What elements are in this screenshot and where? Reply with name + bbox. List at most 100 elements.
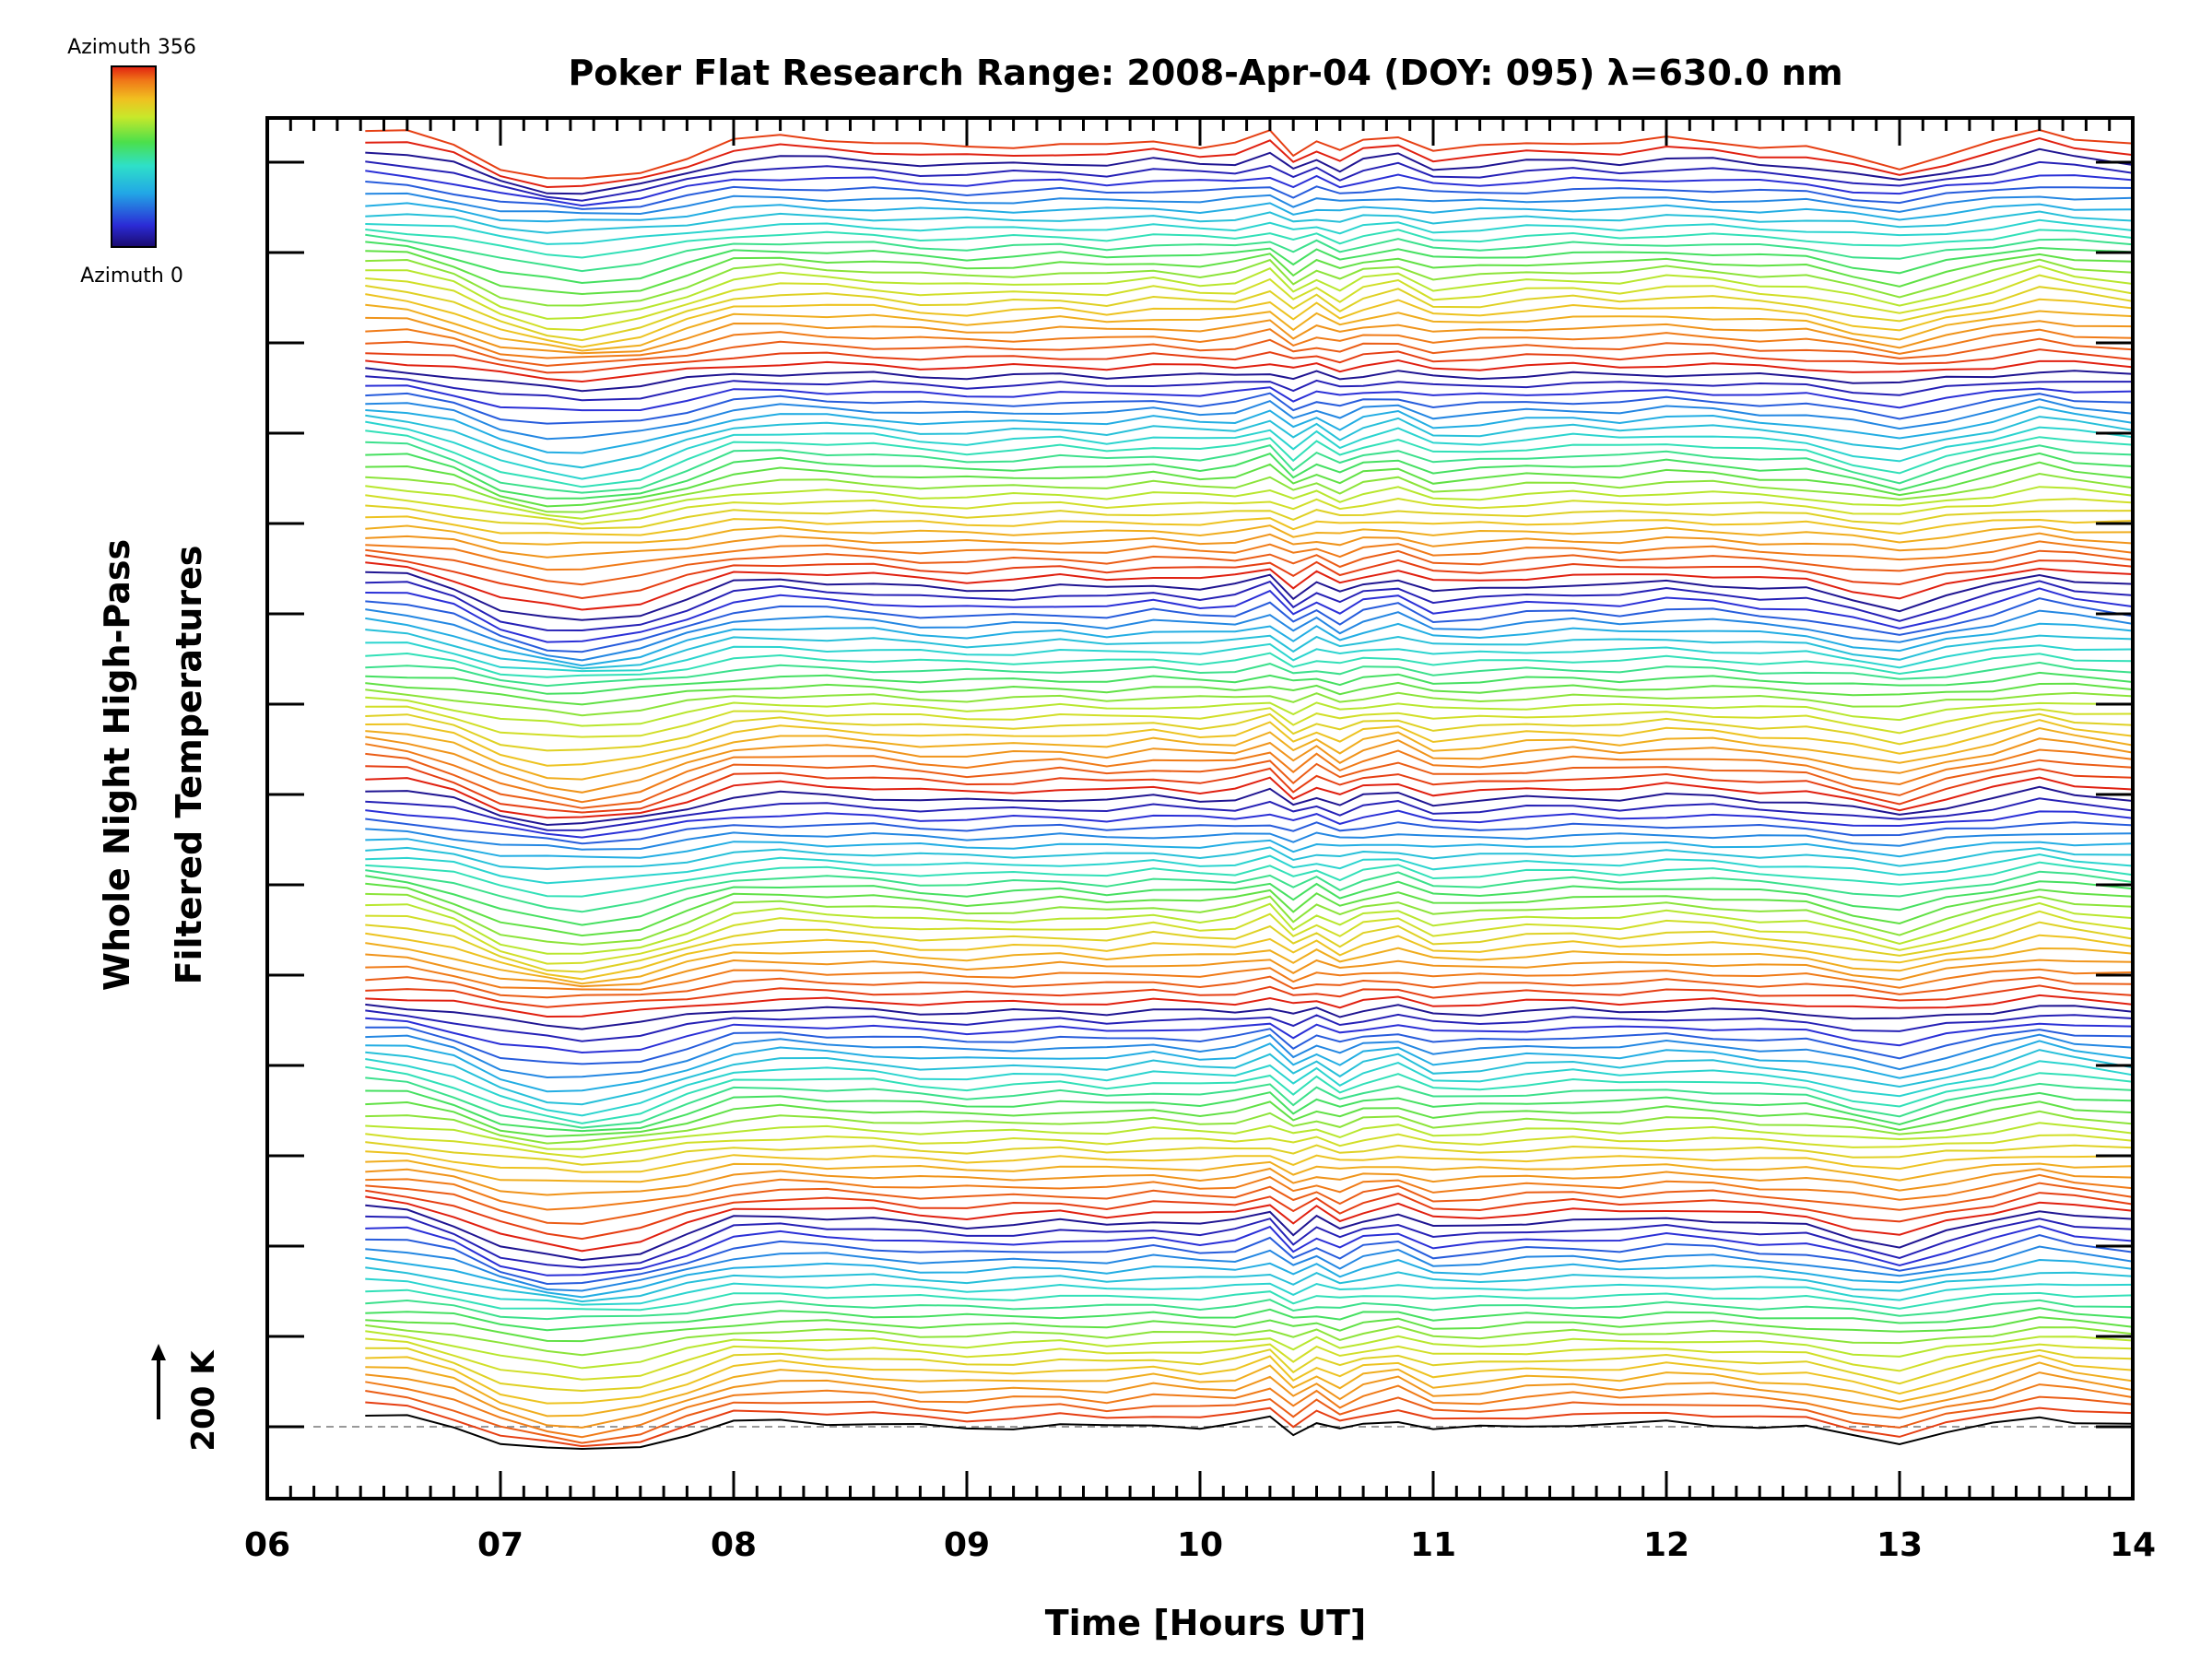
trace-126 xyxy=(365,250,2134,296)
trace-74 xyxy=(365,726,2134,781)
trace-85 xyxy=(365,629,2134,670)
trace-112 xyxy=(365,384,2134,412)
trace-116 xyxy=(365,348,2134,374)
trace-136 xyxy=(365,160,2134,202)
trace-95 xyxy=(365,540,2134,571)
x-tick-label: 14 xyxy=(2110,1526,2156,1564)
trace-2 xyxy=(365,1390,2134,1444)
trace-121 xyxy=(365,293,2134,348)
trace-118 xyxy=(365,328,2134,359)
x-tick-label: 08 xyxy=(711,1526,757,1564)
trace-15 xyxy=(365,1277,2134,1306)
x-tick-labels: 06 07 08 09 10 11 12 13 14 xyxy=(244,1526,2156,1564)
trace-81 xyxy=(365,671,2134,695)
trace-44 xyxy=(365,1009,2134,1042)
trace-38 xyxy=(365,1058,2134,1117)
x-tick-label: 07 xyxy=(477,1526,524,1564)
trace-62 xyxy=(365,846,2134,870)
trace-132 xyxy=(365,202,2134,223)
trace-128 xyxy=(365,233,2134,273)
trace-70 xyxy=(365,765,2134,814)
trace-135 xyxy=(365,170,2134,207)
trace-17 xyxy=(365,1256,2134,1299)
trace-4 xyxy=(365,1371,2134,1429)
trace-117 xyxy=(365,337,2134,367)
trace-54 xyxy=(365,910,2134,965)
trace-67 xyxy=(365,797,2134,831)
trace-127 xyxy=(365,241,2134,285)
trace-68 xyxy=(365,785,2134,827)
trace-119 xyxy=(365,316,2134,355)
scale-arrow-head xyxy=(151,1344,166,1360)
trace-27 xyxy=(365,1167,2134,1196)
x-tick-label: 11 xyxy=(1410,1526,1456,1564)
trace-109 xyxy=(365,406,2134,454)
trace-125 xyxy=(365,258,2134,307)
trace-73 xyxy=(365,735,2134,794)
trace-120 xyxy=(365,303,2134,352)
trace-137 xyxy=(365,147,2134,195)
trace-139 xyxy=(365,128,2134,180)
trace-105 xyxy=(365,441,2134,494)
trace-124 xyxy=(365,265,2134,320)
x-tick-label: 10 xyxy=(1177,1526,1223,1564)
trace-103 xyxy=(365,461,2134,508)
trace-41 xyxy=(365,1033,2134,1079)
trace-8 xyxy=(365,1337,2134,1381)
trace-3 xyxy=(365,1381,2134,1439)
trace-51 xyxy=(365,942,2134,985)
colorbar-gradient xyxy=(111,65,157,248)
trace-111 xyxy=(365,392,2134,425)
trace-65 xyxy=(365,818,2134,845)
trace-6 xyxy=(365,1354,2134,1405)
trace-82 xyxy=(365,661,2134,688)
trace-66 xyxy=(365,809,2134,839)
trace-55 xyxy=(365,901,2134,955)
trace-25 xyxy=(365,1182,2134,1225)
trace-29 xyxy=(365,1150,2134,1173)
trace-52 xyxy=(365,932,2134,981)
trace-61 xyxy=(365,853,2134,885)
traces xyxy=(313,128,2134,1451)
trace-115 xyxy=(365,359,2134,383)
trace-59 xyxy=(365,869,2134,913)
trace-101 xyxy=(365,485,2134,520)
trace-26 xyxy=(365,1173,2134,1211)
trace-47 xyxy=(365,984,2134,1008)
trace-134 xyxy=(365,181,2134,210)
trace-33 xyxy=(365,1110,2134,1145)
trace-129 xyxy=(365,229,2134,259)
trace-91 xyxy=(365,571,2134,621)
trace-16 xyxy=(365,1266,2134,1303)
x-axis-label: Time [Hours UT] xyxy=(1045,1603,1367,1643)
trace-104 xyxy=(365,452,2134,500)
trace-96 xyxy=(365,532,2134,559)
chart-title: Poker Flat Research Range: 2008-Apr-04 (… xyxy=(568,53,1842,93)
trace-53 xyxy=(365,921,2134,973)
trace-130 xyxy=(365,218,2134,245)
trace-34 xyxy=(365,1100,2134,1138)
trace-90 xyxy=(365,580,2134,632)
trace-42 xyxy=(365,1026,2134,1065)
trace-108 xyxy=(365,414,2134,469)
trace-0 xyxy=(365,1414,2134,1451)
trace-46 xyxy=(365,994,2134,1018)
trace-13 xyxy=(365,1299,2134,1321)
trace-77 xyxy=(365,705,2134,738)
trace-138 xyxy=(365,137,2134,189)
axes xyxy=(265,116,2135,1500)
trace-35 xyxy=(365,1089,2134,1133)
trace-50 xyxy=(365,953,2134,988)
trace-11 xyxy=(365,1316,2134,1343)
trace-133 xyxy=(365,192,2134,216)
trace-60 xyxy=(365,861,2134,898)
trace-24 xyxy=(365,1189,2134,1241)
trace-98 xyxy=(365,515,2134,536)
trace-43 xyxy=(365,1017,2134,1054)
trace-22 xyxy=(365,1204,2134,1262)
trace-78 xyxy=(365,696,2134,727)
trace-76 xyxy=(365,712,2134,752)
trace-113 xyxy=(365,375,2133,402)
trace-63 xyxy=(365,838,2134,859)
